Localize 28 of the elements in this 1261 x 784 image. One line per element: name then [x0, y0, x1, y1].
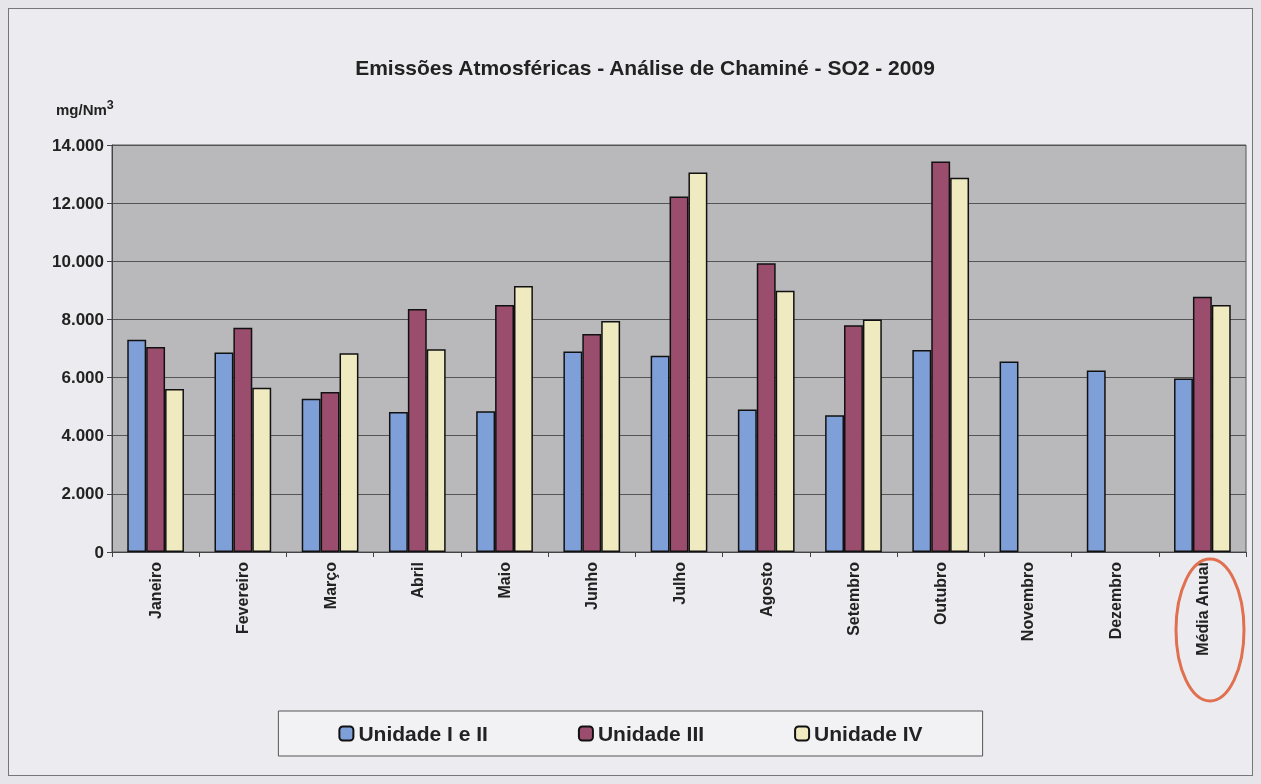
- x-tick-label: Maio: [496, 561, 514, 599]
- y-tick-label: 10.000: [52, 251, 104, 271]
- bar: [999, 361, 1019, 552]
- x-tick-label: Fevereiro: [234, 561, 252, 635]
- x-tick-label: Dezembro: [1106, 561, 1124, 640]
- x-tick-label: Agosto: [757, 561, 775, 618]
- x-tick-label: Média Anual: [1193, 562, 1211, 656]
- legend-label: Unidade III: [597, 722, 705, 745]
- y-tick-label: 4.000: [61, 426, 104, 446]
- y-tick-label: 8.000: [61, 309, 104, 329]
- x-tick-label: Julho: [670, 561, 688, 605]
- x-tick-label: Outubro: [932, 561, 950, 626]
- y-tick-label: 14.000: [52, 135, 104, 155]
- chart-title: Emissões Atmosféricas - Análise de Chaminé - SO2 - 2009: [355, 56, 935, 79]
- x-tick-label: Abril: [408, 562, 426, 599]
- x-tick-label: Março: [321, 561, 339, 610]
- x-tick-label: Novembro: [1019, 561, 1037, 642]
- x-tick-label: Janeiro: [147, 561, 165, 619]
- legend-label: Unidade I e II: [358, 722, 488, 745]
- x-tick-label: Setembro: [844, 561, 862, 636]
- bar: [1086, 370, 1106, 552]
- x-tick-label: Junho: [583, 561, 601, 610]
- y-tick-label: 6.000: [61, 368, 104, 388]
- y-axis-title: mg/Nm$^{3}$: [56, 98, 114, 118]
- y-tick-label: 0: [94, 542, 104, 562]
- legend-label: Unidade IV: [814, 722, 923, 745]
- y-tick-label: 2.000: [61, 484, 104, 504]
- y-tick-label: 12.000: [52, 193, 104, 213]
